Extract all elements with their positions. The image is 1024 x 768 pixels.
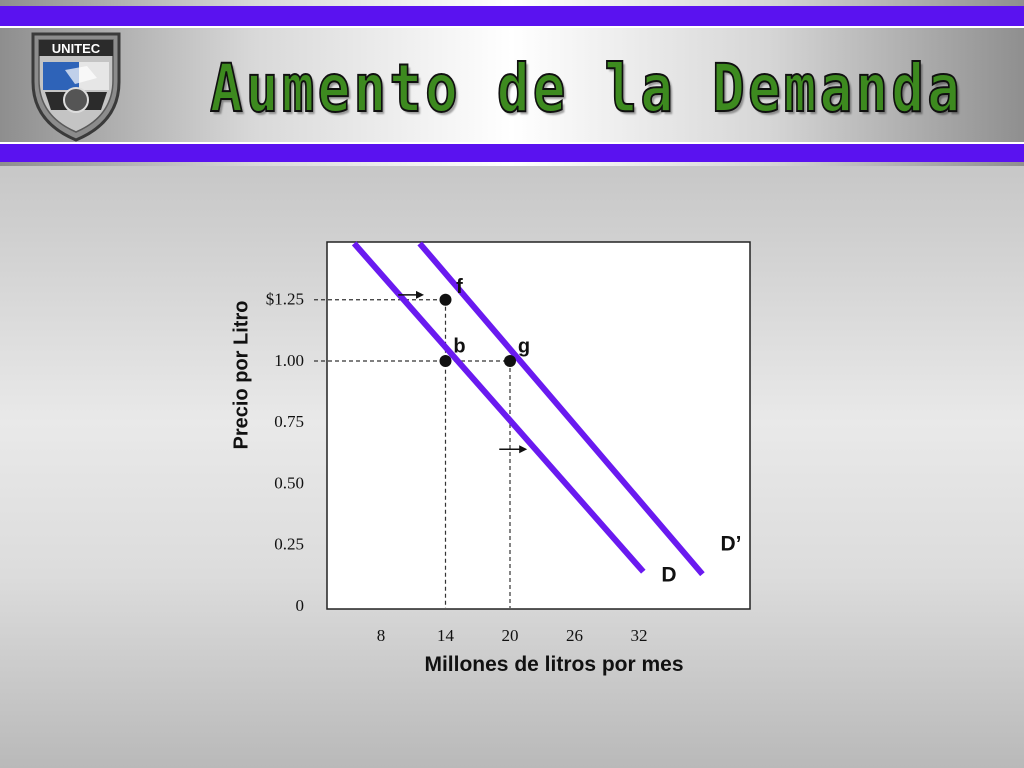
x-tick-label: 26 [566,626,583,645]
point-f [439,293,452,306]
shift-arrow-head [416,290,424,299]
bottom-band [0,144,1024,162]
y-tick-label: 0.75 [274,412,304,431]
y-axis-label: Precio por Litro [230,300,253,450]
logo-text: UNITEC [52,41,101,56]
y-tick-label: 0 [296,596,305,615]
shift-arrows [398,290,528,454]
y-tick-label: $1.25 [266,290,304,309]
x-tick-label: 8 [377,626,386,645]
demand-curve-d-prime [417,241,705,577]
point-g [504,355,516,367]
point-label: b [453,335,465,357]
y-tick-label: 1.00 [274,351,304,370]
curve-labels: D D’ [661,533,741,587]
y-tick-label: 0.50 [274,473,304,492]
x-axis-ticks: 8 14 20 26 32 [377,626,648,645]
point-b [439,355,452,367]
bottom-band-line [0,142,1024,144]
point-label: g [518,335,530,357]
shift-arrow-head [519,445,528,454]
x-tick-label: 14 [437,626,455,645]
curve-label: D [661,564,676,587]
demand-curves [351,241,705,577]
top-band [0,6,1024,26]
y-axis-ticks: 0 0.25 0.50 0.75 1.00 $1.25 [266,290,304,615]
x-tick-label: 32 [631,626,648,645]
x-tick-label: 20 [502,626,519,645]
x-axis-label: Millones de litros por mes [424,653,684,676]
equilibrium-points: f b g [439,276,530,367]
point-label: f [456,276,463,298]
y-tick-label: 0.25 [274,535,304,554]
demand-curve-d [351,241,646,574]
top-band-line [0,26,1024,28]
header: UNITEC Aumento de la Demanda [0,0,1024,166]
curve-label: D’ [721,533,742,556]
unitec-logo: UNITEC [31,32,121,142]
